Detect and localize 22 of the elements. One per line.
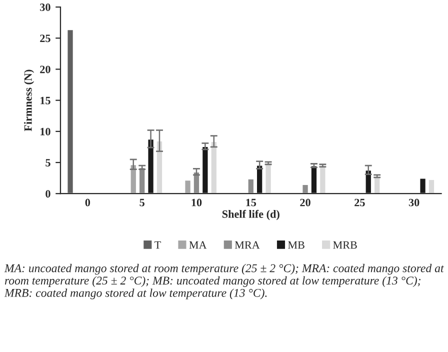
y-tick-label: 25 xyxy=(40,34,50,42)
legend-label: T xyxy=(154,241,161,249)
y-tick-label: 5 xyxy=(46,159,50,166)
legend-label: MB xyxy=(288,241,304,249)
x-axis-title: Shelf life (d) xyxy=(222,210,280,220)
y-tick-label: 30 xyxy=(40,4,50,12)
legend-label: MA xyxy=(189,241,207,249)
legend-label: MRB xyxy=(333,241,357,249)
x-tick-label: 0 xyxy=(85,198,90,206)
x-tick-label: 20 xyxy=(300,198,310,206)
x-tick-label: 15 xyxy=(246,198,256,206)
y-tick-label: 0 xyxy=(46,190,50,198)
legend-label: MRA xyxy=(234,241,260,249)
x-tick-label: 30 xyxy=(408,198,420,206)
x-tick-label: 5 xyxy=(140,198,144,206)
text: MA: uncoated mango stored at room temperature (25 ± 2 °C); MRA: coated mango stored at room temperature (25 ± 2 °C); MB: uncoated mango stored at low temperature (13 °C); MRB: coated mango stored at low temperature (13 °C). xyxy=(4,264,444,300)
y-tick-label: 10 xyxy=(40,128,50,136)
y-tick-label: 15 xyxy=(40,96,50,104)
x-tick-label: 25 xyxy=(354,198,365,206)
x-tick-label: 10 xyxy=(192,198,202,206)
y-tick-label: 20 xyxy=(40,66,50,74)
y-axis-title: Firmness (N) xyxy=(24,70,34,132)
